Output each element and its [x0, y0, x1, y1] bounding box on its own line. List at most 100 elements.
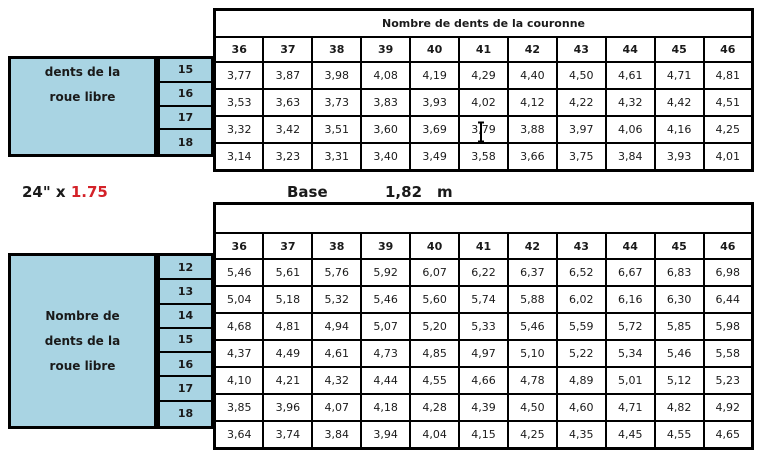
row-label[interactable]: 12: [160, 256, 211, 281]
cell[interactable]: 3,73: [311, 88, 363, 117]
cell[interactable]: 4,55: [409, 366, 461, 395]
bottom-side-label-block[interactable]: Nombre de dents de la roue libre: [8, 253, 157, 429]
cell[interactable]: 4,78: [506, 366, 558, 395]
cell[interactable]: 5,92: [360, 258, 412, 287]
cell[interactable]: 4,42: [653, 88, 705, 117]
cell[interactable]: 5,58: [702, 339, 754, 368]
cell[interactable]: 6,44: [702, 285, 754, 314]
bottom-band-header[interactable]: [213, 202, 754, 234]
cell[interactable]: 5,46: [653, 339, 705, 368]
cell[interactable]: 4,89: [555, 366, 607, 395]
cell[interactable]: 4,21: [262, 366, 314, 395]
base-unit[interactable]: m: [437, 183, 453, 201]
column-header[interactable]: 38: [311, 36, 363, 63]
cell[interactable]: 4,35: [555, 420, 607, 450]
row-label[interactable]: 18: [177, 407, 194, 421]
cell[interactable]: 5,33: [458, 312, 509, 341]
cell[interactable]: 3,51: [311, 115, 363, 144]
cell[interactable]: 3,23: [262, 142, 314, 172]
column-header[interactable]: 44: [604, 36, 656, 63]
cell[interactable]: 3,58: [458, 142, 509, 172]
column-header[interactable]: 42: [506, 232, 558, 260]
column-header[interactable]: 46: [702, 36, 754, 63]
cell[interactable]: 4,44: [360, 366, 412, 395]
cell[interactable]: 4,25: [702, 115, 754, 144]
cell[interactable]: 3,69: [409, 115, 461, 144]
cell[interactable]: 4,55: [653, 420, 705, 450]
cell[interactable]: 4,45: [604, 420, 656, 450]
cell[interactable]: 4,81: [702, 61, 754, 90]
row-label[interactable]: 17: [160, 107, 211, 131]
cell[interactable]: 3,96: [262, 393, 314, 422]
cell[interactable]: 4,65: [702, 420, 754, 450]
cell[interactable]: 6,02: [555, 285, 607, 314]
cell[interactable]: 3,94: [360, 420, 412, 450]
column-header[interactable]: 42: [506, 36, 558, 63]
cell[interactable]: 5,23: [702, 366, 754, 395]
cell[interactable]: 3,75: [555, 142, 607, 172]
cell[interactable]: 5,07: [360, 312, 412, 341]
cell[interactable]: 4,32: [311, 366, 363, 395]
column-header[interactable]: 41: [458, 232, 509, 260]
cell[interactable]: 4,50: [555, 61, 607, 90]
row-label[interactable]: 14: [160, 305, 211, 329]
cell[interactable]: 4,37: [213, 339, 265, 368]
cell[interactable]: 3,77: [213, 61, 265, 90]
cell[interactable]: 3,66: [506, 142, 558, 172]
row-label[interactable]: 15: [160, 59, 211, 83]
column-header[interactable]: 46: [702, 232, 754, 260]
cell[interactable]: 3,93: [409, 88, 461, 117]
cell[interactable]: 3,85: [213, 393, 265, 422]
cell[interactable]: 3,87: [262, 61, 314, 90]
cell[interactable]: 5,10: [506, 339, 558, 368]
cell[interactable]: 4,28: [409, 393, 461, 422]
cell[interactable]: 5,32: [311, 285, 363, 314]
cell[interactable]: 4,73: [360, 339, 412, 368]
column-header[interactable]: 45: [653, 232, 705, 260]
cell[interactable]: 5,85: [653, 312, 705, 341]
cell[interactable]: 3,84: [604, 142, 656, 172]
cell[interactable]: 4,10: [213, 366, 265, 395]
cell[interactable]: 3,74: [262, 420, 314, 450]
base-value[interactable]: 1,82: [385, 183, 423, 201]
cell[interactable]: 4,18: [360, 393, 412, 422]
cell[interactable]: 5,61: [262, 258, 314, 287]
cell[interactable]: 6,07: [409, 258, 461, 287]
column-header[interactable]: 43: [555, 232, 607, 260]
cell[interactable]: 4,02: [458, 88, 509, 117]
cell[interactable]: 5,59: [555, 312, 607, 341]
cell[interactable]: 4,61: [604, 61, 656, 90]
cell[interactable]: 3,42: [262, 115, 314, 144]
row-label[interactable]: 13: [160, 280, 211, 305]
cell[interactable]: 4,66: [458, 366, 509, 395]
cell[interactable]: 3,83: [360, 88, 412, 117]
cell[interactable]: 5,46: [213, 258, 265, 287]
cell[interactable]: 4,71: [604, 393, 656, 422]
cell[interactable]: 5,72: [604, 312, 656, 341]
cell[interactable]: 3,32: [213, 115, 265, 144]
column-header[interactable]: 36: [213, 36, 265, 63]
top-band-header[interactable]: Nombre de dents de la couronne: [213, 8, 754, 38]
cell[interactable]: 4,60: [555, 393, 607, 422]
cell[interactable]: 6,67: [604, 258, 656, 287]
cell[interactable]: 5,76: [311, 258, 363, 287]
cell[interactable]: 3,97: [555, 115, 607, 144]
cell[interactable]: 6,83: [653, 258, 705, 287]
cell[interactable]: 5,34: [604, 339, 656, 368]
cell[interactable]: 6,52: [555, 258, 607, 287]
cell[interactable]: 3,14: [213, 142, 265, 172]
cell[interactable]: 6,16: [604, 285, 656, 314]
cell[interactable]: 4,12: [506, 88, 558, 117]
cell[interactable]: 4,32: [604, 88, 656, 117]
cell[interactable]: 5,74: [458, 285, 509, 314]
cell[interactable]: 4,82: [653, 393, 705, 422]
cell[interactable]: 3,93: [653, 142, 705, 172]
cell[interactable]: 5,98: [702, 312, 754, 341]
cell[interactable]: 4,81: [262, 312, 314, 341]
row-label[interactable]: 16: [160, 353, 211, 378]
column-header[interactable]: 44: [604, 232, 656, 260]
cell[interactable]: 4,97: [458, 339, 509, 368]
cell[interactable]: 5,01: [604, 366, 656, 395]
cell[interactable]: 3,84: [311, 420, 363, 450]
cell[interactable]: 4,15: [458, 420, 509, 450]
